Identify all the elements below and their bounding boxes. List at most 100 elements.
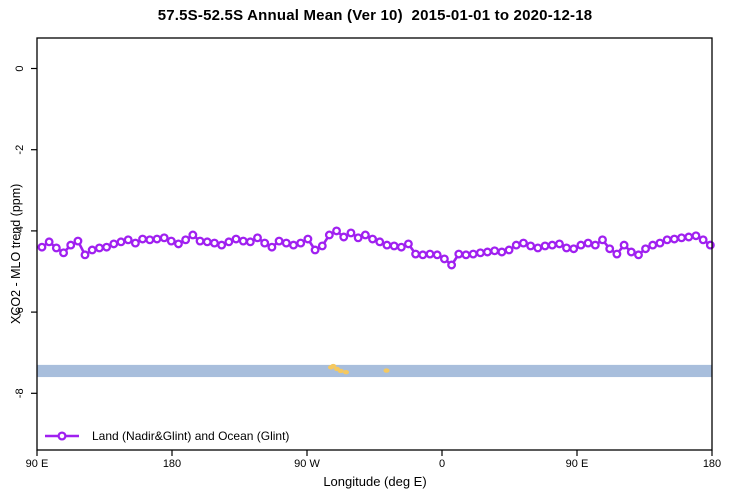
data-point-marker bbox=[253, 233, 262, 243]
data-point-marker bbox=[504, 245, 514, 255]
data-point-marker bbox=[317, 241, 327, 251]
data-point-marker bbox=[590, 240, 600, 250]
legend-label: Land (Nadir&Glint) and Ocean (Glint) bbox=[92, 429, 290, 443]
chart-title: 57.5S-52.5S Annual Mean (Ver 10) 2015-01… bbox=[157, 7, 593, 24]
data-point-marker bbox=[461, 250, 471, 260]
data-point-marker bbox=[310, 245, 320, 255]
y-tick-label: 0 bbox=[14, 65, 26, 71]
data-point-marker bbox=[382, 240, 392, 250]
data-point-marker bbox=[80, 250, 90, 260]
legend-line-marker-icon bbox=[45, 431, 79, 441]
data-point-marker bbox=[425, 249, 435, 259]
data-point-marker bbox=[648, 240, 658, 250]
data-point-marker bbox=[231, 234, 241, 244]
x-tick-label: 180 bbox=[163, 458, 181, 470]
data-point-marker bbox=[145, 235, 155, 245]
data-point-marker bbox=[260, 238, 270, 248]
data-point-marker bbox=[37, 242, 47, 252]
data-point-marker bbox=[116, 237, 126, 247]
y-tick-label: -2 bbox=[14, 145, 26, 155]
horizontal-band bbox=[37, 364, 712, 378]
data-point-marker bbox=[289, 240, 298, 250]
data-point-marker bbox=[677, 233, 686, 243]
x-tick-label: 180 bbox=[703, 458, 721, 470]
data-point-marker bbox=[195, 236, 205, 246]
data-point-marker bbox=[138, 234, 148, 244]
x-axis-label: Longitude (deg E) bbox=[323, 474, 427, 489]
data-point-marker bbox=[238, 236, 248, 246]
data-point-marker bbox=[281, 238, 291, 248]
data-point-marker bbox=[403, 239, 413, 249]
data-point-marker bbox=[130, 238, 140, 248]
x-tick-label: 90 E bbox=[566, 458, 589, 470]
data-point-marker bbox=[51, 243, 61, 253]
data-point-marker bbox=[439, 254, 449, 264]
data-point-marker bbox=[87, 245, 97, 255]
data-point-marker bbox=[519, 238, 528, 248]
data-point-marker bbox=[368, 234, 377, 244]
data-point-marker bbox=[569, 244, 579, 254]
data-point-marker bbox=[662, 235, 672, 245]
data-point-marker bbox=[181, 235, 191, 245]
x-tick-label: 90 E bbox=[26, 458, 49, 470]
plot-border bbox=[36, 37, 713, 451]
data-point-marker bbox=[66, 240, 76, 250]
data-point-marker bbox=[173, 239, 183, 249]
data-point-marker bbox=[332, 226, 341, 236]
data-point-marker bbox=[468, 249, 478, 259]
data-point-marker bbox=[152, 234, 162, 244]
data-point-marker bbox=[669, 234, 679, 244]
data-point-marker bbox=[339, 232, 349, 242]
data-point-marker bbox=[224, 237, 234, 247]
data-point-marker bbox=[511, 240, 521, 250]
data-point-marker bbox=[626, 247, 636, 257]
y-tick-label: -4 bbox=[14, 226, 26, 236]
data-point-marker bbox=[59, 248, 68, 258]
data-point-marker bbox=[475, 248, 485, 258]
data-point-marker bbox=[576, 240, 586, 250]
x-tick-label: 90 W bbox=[294, 458, 320, 470]
data-point-marker bbox=[691, 231, 701, 241]
data-point-marker bbox=[188, 230, 198, 240]
data-point-marker bbox=[533, 243, 543, 253]
data-point-marker bbox=[353, 233, 363, 243]
data-point-marker bbox=[641, 244, 650, 254]
data-point-marker bbox=[634, 250, 643, 260]
data-point-marker bbox=[454, 249, 464, 259]
data-point-marker bbox=[166, 236, 176, 246]
data-point-marker bbox=[396, 242, 406, 252]
data-point-marker bbox=[547, 240, 557, 250]
data-point-marker bbox=[497, 247, 507, 257]
data-point-marker bbox=[324, 230, 334, 240]
data-point-marker bbox=[94, 243, 104, 253]
speck-marker bbox=[330, 363, 337, 369]
y-tick-label: -8 bbox=[14, 388, 26, 398]
data-point-marker bbox=[698, 235, 708, 245]
legend: Land (Nadir&Glint) and Ocean (Glint) bbox=[44, 429, 289, 443]
data-point-marker bbox=[109, 239, 119, 249]
data-point-marker bbox=[44, 237, 54, 247]
data-point-marker bbox=[389, 241, 399, 251]
data-point-marker bbox=[598, 235, 607, 245]
data-point-marker bbox=[605, 244, 615, 254]
data-point-marker bbox=[612, 249, 622, 259]
data-point-marker bbox=[562, 243, 571, 253]
data-point-marker bbox=[375, 237, 385, 247]
data-point-marker bbox=[526, 241, 536, 251]
data-point-marker bbox=[346, 228, 356, 238]
speck-marker bbox=[383, 368, 390, 373]
x-tick-label: 0 bbox=[439, 458, 445, 470]
data-point-marker bbox=[432, 250, 442, 260]
data-point-marker bbox=[274, 236, 284, 246]
data-point-marker bbox=[540, 241, 550, 251]
data-point-marker bbox=[619, 240, 629, 250]
data-point-marker bbox=[217, 240, 227, 250]
speck-marker bbox=[337, 368, 344, 374]
data-point-marker bbox=[705, 240, 715, 250]
data-point-marker bbox=[123, 235, 133, 245]
data-point-marker bbox=[202, 237, 212, 247]
y-tick-label: -6 bbox=[14, 307, 26, 317]
data-point-marker bbox=[159, 233, 169, 243]
data-point-marker bbox=[684, 232, 694, 242]
